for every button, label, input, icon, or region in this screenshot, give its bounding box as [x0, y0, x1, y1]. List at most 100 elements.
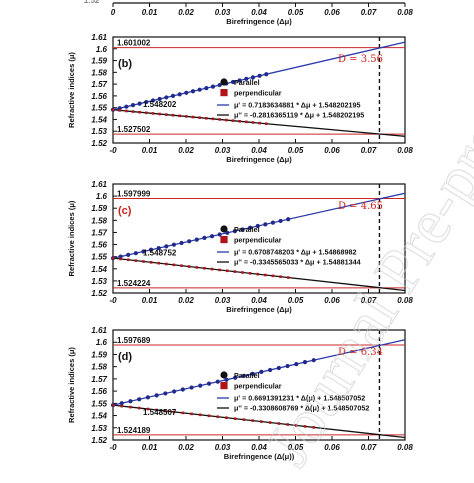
perpendicular-point [142, 260, 145, 263]
legend-perpendicular-equation: μ'' = -0.3345565033 * Δμ + 1.54881344 [234, 258, 361, 267]
perpendicular-point [172, 263, 176, 267]
y-tick-label: 1.54 [91, 115, 107, 124]
intercept-label: 1.548752 [143, 248, 177, 257]
perpendicular-point [171, 113, 175, 117]
x-axis-label: Birefringence (Δμ) [226, 155, 292, 164]
parallel-point [137, 397, 142, 402]
top-strip-tick-label: 0.07 [361, 8, 377, 17]
parallel-point [177, 92, 182, 97]
top-strip-clipped-label: 1.52 [84, 0, 100, 5]
parallel-point [187, 239, 192, 244]
legend-perpendicular-marker [220, 236, 228, 244]
parallel-point [164, 95, 169, 100]
y-tick-label: 1.52 [91, 289, 107, 298]
parallel-point [286, 217, 291, 222]
y-tick-label: 1.52 [91, 436, 107, 445]
chart-panel: 1.52 1.53 1.54 1.55 1.56 1.57 1.58 1.59 1.6 1.61 -… [67, 180, 413, 314]
top-strip-xlabel: Birefringence (Δμ) [226, 17, 292, 26]
y-axis-label: Refractive indices (μ) [67, 347, 76, 423]
perpendicular-point [286, 276, 290, 279]
parallel-point [150, 98, 156, 103]
perpendicular-point [233, 270, 237, 273]
parallel-point [144, 99, 149, 105]
parallel-point [126, 252, 131, 257]
perpendicular-point [185, 115, 188, 118]
y-tick-label: 1.58 [91, 363, 107, 372]
x-tick-label: 0.07 [361, 146, 377, 155]
x-tick-label: 0.05 [288, 296, 304, 305]
perpendicular-point [155, 408, 158, 412]
perpendicular-point [111, 108, 115, 112]
perpendicular-point [195, 266, 199, 269]
parallel-point [278, 218, 283, 224]
parallel-point [154, 393, 159, 398]
perpendicular-point [248, 272, 252, 275]
y-tick-label: 1.57 [91, 228, 107, 237]
perpendicular-point [181, 411, 185, 415]
parallel-point [217, 232, 222, 237]
parallel-point [241, 373, 247, 378]
perpendicular-point [165, 262, 168, 266]
x-tick-label: 0.08 [397, 146, 413, 155]
perpendicular-fit-line [112, 404, 406, 439]
d-label: D = 6.34 [338, 347, 383, 358]
y-tick-label: 1.58 [91, 216, 107, 225]
perpendicular-point [125, 109, 128, 113]
y-tick-label: 1.58 [91, 68, 107, 77]
perpendicular-point [111, 403, 115, 407]
hline-label: 1.601002 [117, 39, 151, 48]
x-tick-label: 0.02 [178, 296, 194, 305]
y-tick-label: 1.55 [91, 399, 107, 408]
parallel-point [215, 379, 220, 384]
perpendicular-point [120, 404, 124, 408]
parallel-point [210, 84, 216, 89]
parallel-point [118, 254, 123, 259]
x-tick-label: 0.02 [178, 146, 194, 155]
x-tick-label: 0.03 [215, 146, 231, 155]
parallel-point [276, 365, 281, 371]
parallel-point [164, 244, 169, 249]
parallel-point [171, 242, 177, 247]
parallel-point [189, 385, 194, 390]
perpendicular-point [245, 120, 248, 124]
parallel-point [128, 399, 133, 404]
x-tick-label: 0.08 [397, 443, 413, 452]
intercept-label: 1.548202 [143, 100, 177, 109]
parallel-point [264, 72, 269, 77]
parallel-point [204, 86, 209, 91]
parallel-point [197, 87, 202, 92]
y-tick-label: 1.59 [91, 350, 107, 359]
perpendicular-point [198, 116, 201, 119]
x-tick-label: 0.01 [142, 443, 158, 452]
x-tick-label: 0.02 [178, 443, 194, 452]
y-tick-label: 1.6 [96, 192, 108, 201]
perpendicular-point [216, 415, 220, 419]
perpendicular-point [256, 272, 260, 276]
parallel-point [263, 222, 268, 227]
d-label: D = 4.65 [338, 201, 383, 212]
y-tick-label: 1.56 [91, 241, 107, 250]
perpendicular-point [225, 416, 228, 420]
hline-label: 1.527502 [117, 125, 151, 134]
chart-panel: 1.52 1.53 1.54 1.55 1.56 1.57 1.58 1.59 1.6 1.61 -… [67, 33, 413, 164]
parallel-point [190, 89, 196, 94]
parallel-point [137, 101, 142, 106]
x-tick-label: 0.03 [215, 443, 231, 452]
perpendicular-point [268, 421, 272, 424]
legend-perpendicular-equation: μ'' = -0.3308608769 * Δ(μ) + 1.548507052 [234, 404, 369, 413]
perpendicular-point [137, 406, 141, 410]
x-tick-label: 0.04 [251, 443, 267, 452]
x-tick-label: 0.04 [251, 146, 267, 155]
x-tick-label: 0.01 [142, 146, 158, 155]
top-strip-tick-label: 0.06 [324, 8, 340, 17]
parallel-point [209, 234, 215, 239]
y-tick-label: 1.61 [91, 180, 107, 189]
perpendicular-point [178, 114, 181, 118]
perpendicular-point [277, 422, 281, 425]
parallel-point [232, 229, 237, 234]
x-tick-label: 0.05 [288, 146, 304, 155]
legend-perpendicular-marker [220, 89, 228, 97]
legend-perpendicular-label: perpendicular [234, 382, 282, 391]
perpendicular-point [119, 257, 122, 261]
